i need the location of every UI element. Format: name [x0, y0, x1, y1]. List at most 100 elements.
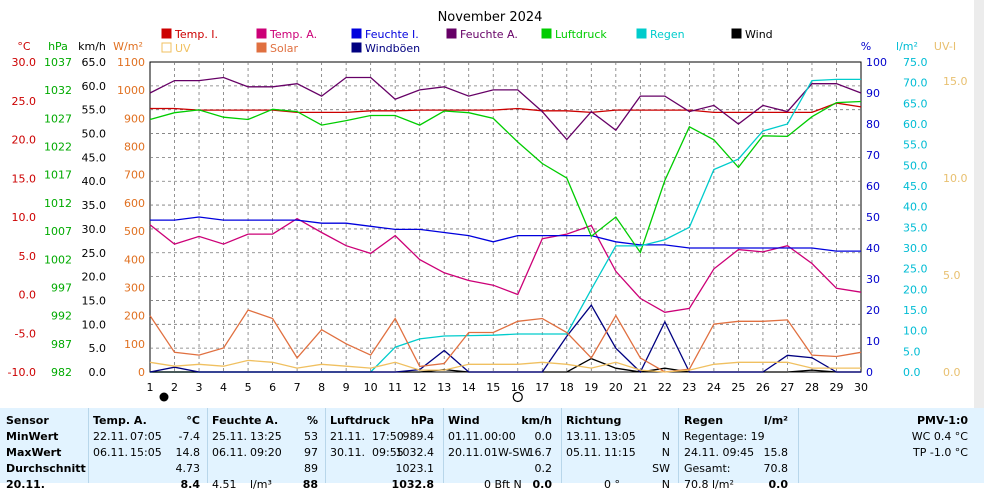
axis-tick-left: 45.0 — [82, 151, 107, 164]
axis-tick-left: 25.0 — [82, 247, 107, 260]
x-tick-label: 4 — [220, 381, 227, 394]
axis-unit-right: l/m² — [896, 40, 918, 53]
axis-tick-left: 65.0 — [82, 56, 107, 69]
axis-tick-left: 1017 — [44, 169, 72, 182]
series-line-solar — [149, 309, 862, 373]
x-tick-label: 28 — [805, 381, 819, 394]
x-tick-label: 15 — [486, 381, 500, 394]
row-label-avg: Durchschnitt — [6, 462, 86, 475]
header-wind: Wind — [448, 414, 480, 427]
sensor-column: Sensor MinWert MaxWert Durchschnitt 20.1… — [6, 408, 86, 491]
axis-tick-right: 10.0 — [903, 325, 928, 338]
x-tick-label: 24 — [707, 381, 721, 394]
cell-feuchte-value: 88 — [302, 478, 318, 491]
table-separator — [207, 408, 208, 483]
cell-wind-value: 0.2 — [534, 462, 553, 475]
axis-tick-left: 700 — [124, 169, 145, 182]
table-separator — [561, 408, 562, 483]
cell-luftdruck-value: 1032.4 — [395, 446, 435, 459]
x-tick-label: 22 — [658, 381, 672, 394]
axis-tick-left: 800 — [124, 141, 145, 154]
series-line-feuchte-i- — [150, 216, 861, 252]
chart-grid — [149, 61, 862, 373]
axis-tick-left: 987 — [51, 338, 72, 351]
legend-swatch — [731, 28, 742, 39]
axis-tick-left: 25.0 — [12, 95, 37, 108]
unit-regen: l/m² — [763, 414, 788, 427]
axis-tick-left: 400 — [124, 253, 145, 266]
chart-title: November 2024 — [438, 10, 543, 25]
x-tick-label: 18 — [560, 381, 574, 394]
axis-tick-left: 55.0 — [82, 104, 107, 117]
table-separator — [325, 408, 326, 483]
legend-label: Temp. I. — [174, 28, 218, 41]
row-label-current: 20.11. — [6, 478, 45, 491]
cell-temp-date: 06.11. — [93, 446, 128, 459]
x-tick-label: 16 — [511, 381, 525, 394]
x-tick-label: 13 — [437, 381, 451, 394]
axis-tick-right: 15.0 — [903, 304, 928, 317]
axis-tick-left: -5.0 — [15, 327, 36, 340]
chart-legend: Temp. I. Temp. A. Feuchte I. Feuchte A. Luft… — [161, 28, 773, 55]
axis-tick-right: 35.0 — [903, 221, 928, 234]
weather-chart: November 2024 Temp. I. Temp. A. Feuchte I.… — [8, 10, 968, 403]
axis-tick-left: 1027 — [44, 112, 72, 125]
axis-unit-left: W/m² — [113, 40, 143, 53]
x-tick-label: 20 — [609, 381, 623, 394]
axis-tick-right: 60 — [866, 180, 880, 193]
axis-tick-left: 20.0 — [82, 271, 107, 284]
axis-tick-left: 1100 — [117, 56, 145, 69]
cell-temp-value: 14.8 — [175, 446, 201, 459]
axis-tick-left: 60.0 — [82, 80, 107, 93]
x-tick-label: 7 — [294, 381, 301, 394]
row-label-min: MinWert — [6, 430, 59, 443]
x-tick-label: 21 — [633, 381, 647, 394]
cell-feuchte-value: 89 — [304, 462, 318, 475]
axis-tick-left: 900 — [124, 112, 145, 125]
cell-wind-time: 00:00 — [484, 430, 516, 443]
unit-wind: km/h — [521, 414, 552, 427]
axis-tick-right: 75.0 — [903, 56, 928, 69]
x-tick-label: 26 — [756, 381, 770, 394]
axis-tick-left: 1007 — [44, 225, 72, 238]
cell-luftdruck-date: 30.11. — [330, 446, 365, 459]
axis-tick-left: 1000 — [117, 84, 145, 97]
axis-tick-left: 5.0 — [89, 342, 107, 355]
cell-richtung-date: 05.11. — [566, 446, 601, 459]
series-line-temp-i- — [150, 102, 862, 114]
axis-tick-right: 0.0 — [903, 366, 921, 379]
cell-luftdruck-time: 09:55 — [372, 446, 404, 459]
cell-feuchte-time: 13:25 — [250, 430, 282, 443]
cell-regen-label: Regentage: 19 — [684, 430, 765, 443]
legend-swatch — [636, 28, 647, 39]
unit-feuchte: % — [306, 414, 318, 427]
x-tick-label: 1 — [147, 381, 154, 394]
axis-unit-right: % — [861, 40, 871, 53]
header-richtung: Richtung — [566, 414, 622, 427]
cell-richtung-dir: N — [661, 446, 670, 459]
axis-tick-right: 55.0 — [903, 139, 928, 152]
x-tick-label: 8 — [318, 381, 325, 394]
axis-tick-left: 40.0 — [82, 175, 107, 188]
axis-units: °C hPa km/h W/m²% l/m² UV-I — [17, 40, 956, 53]
cell-luftdruck-value: 989.4 — [402, 430, 435, 443]
cell-pmv: TP -1.0 °C — [913, 446, 968, 459]
cell-temp-value: -7.4 — [178, 430, 200, 443]
axis-tick-right: 20 — [866, 304, 880, 317]
axis-tick-right: 70.0 — [903, 77, 928, 90]
legend-swatch — [446, 28, 457, 39]
axis-tick-left: 200 — [124, 310, 145, 323]
cell-wind-time: 0 Bft N — [484, 478, 522, 491]
legend-swatch — [161, 42, 172, 53]
legend-label: Feuchte A. — [460, 28, 518, 41]
axis-tick-left: 0.0 — [19, 289, 37, 302]
cell-wind-value: 0.0 — [532, 478, 553, 491]
right-axes: 100908070605040302010075.070.065.060.055… — [866, 56, 968, 379]
axis-tick-left: 30.0 — [12, 56, 37, 69]
axis-tick-right: 20.0 — [903, 283, 928, 296]
x-tick-label: 29 — [829, 381, 843, 394]
axis-tick-left: 50.0 — [82, 128, 107, 141]
axis-tick-right: 90 — [866, 87, 880, 100]
cell-feuchte-date: 06.11. — [212, 446, 247, 459]
legend-label: Feuchte I. — [365, 28, 419, 41]
